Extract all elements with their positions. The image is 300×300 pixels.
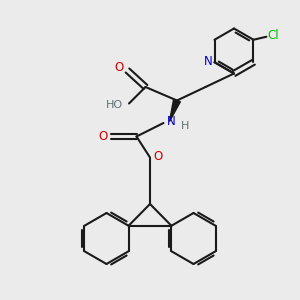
Text: Cl: Cl xyxy=(268,29,279,42)
Text: O: O xyxy=(154,149,163,163)
Text: N: N xyxy=(203,55,212,68)
Polygon shape xyxy=(169,99,180,122)
Text: O: O xyxy=(115,61,124,74)
Text: H: H xyxy=(181,121,189,131)
Text: N: N xyxy=(167,115,176,128)
Text: HO: HO xyxy=(105,100,123,110)
Text: O: O xyxy=(98,130,107,143)
